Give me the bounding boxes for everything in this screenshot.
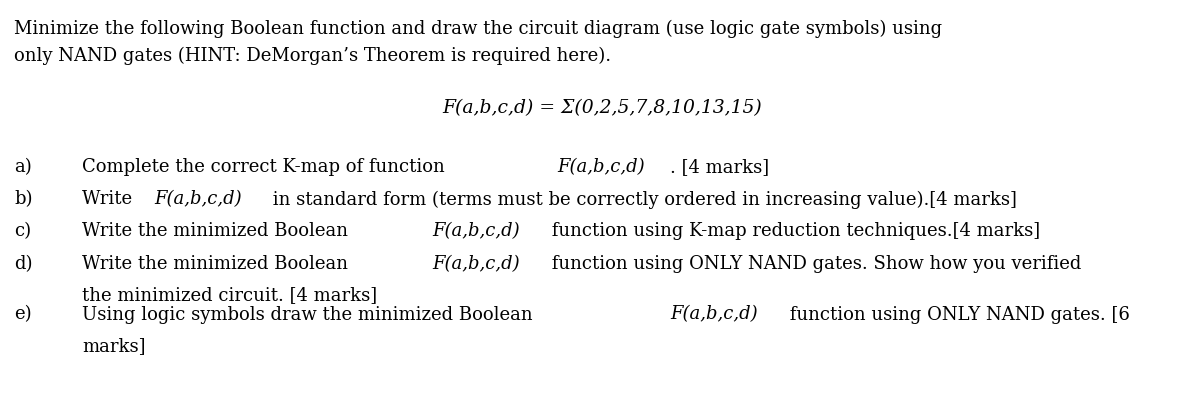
Text: a): a) [14,158,33,176]
Text: F(a,b,c,d): F(a,b,c,d) [671,305,759,323]
Text: c): c) [14,222,31,240]
Text: the minimized circuit. [4 marks]: the minimized circuit. [4 marks] [82,286,377,304]
Text: d): d) [14,254,33,272]
Text: Write the minimized Boolean: Write the minimized Boolean [82,254,354,272]
Text: F(a,b,c,d): F(a,b,c,d) [557,158,645,176]
Text: Write the minimized Boolean: Write the minimized Boolean [82,222,354,240]
Text: Write: Write [82,190,137,208]
Text: Complete the correct K-map of function: Complete the correct K-map of function [82,158,450,176]
Text: marks]: marks] [82,337,146,354]
Text: function using ONLY NAND gates. [6: function using ONLY NAND gates. [6 [784,305,1129,323]
Text: e): e) [14,305,33,323]
Text: F(a,b,c,d): F(a,b,c,d) [432,254,520,272]
Text: in standard form (terms must be correctly ordered in increasing value).[4 marks]: in standard form (terms must be correctl… [267,190,1017,208]
Text: . [4 marks]: . [4 marks] [671,158,769,176]
Text: Minimize the following Boolean function and draw the circuit diagram (use logic : Minimize the following Boolean function … [14,20,943,38]
Text: only NAND gates (HINT: DeMorgan’s Theorem is required here).: only NAND gates (HINT: DeMorgan’s Theore… [14,47,612,65]
Text: function using ONLY NAND gates. Show how you verified: function using ONLY NAND gates. Show how… [545,254,1081,272]
Text: Using logic symbols draw the minimized Boolean: Using logic symbols draw the minimized B… [82,305,538,323]
Text: function using K-map reduction techniques.[4 marks]: function using K-map reduction technique… [545,222,1040,240]
Text: F(a,b,c,d): F(a,b,c,d) [154,190,242,208]
Text: b): b) [14,190,33,208]
Text: F(a,b,c,d) = Σ(0,2,5,7,8,10,13,15): F(a,b,c,d) = Σ(0,2,5,7,8,10,13,15) [442,99,762,117]
Text: F(a,b,c,d): F(a,b,c,d) [432,222,520,240]
